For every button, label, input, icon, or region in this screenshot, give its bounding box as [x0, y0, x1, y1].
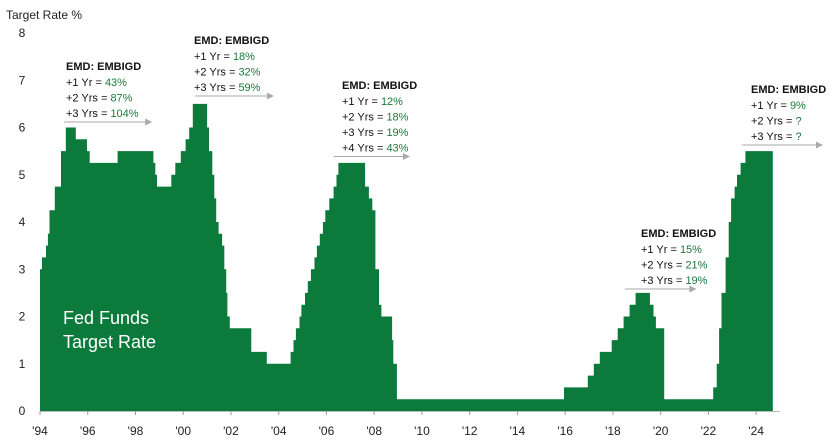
annotation-line-value: 21% [685, 260, 707, 272]
annotation-line: +1 Yr = 12% [342, 96, 403, 108]
annotation-line-label: +4 Yrs = [342, 143, 386, 155]
annotation-line-label: +2 Yrs = [342, 112, 386, 124]
annotation-line-label: +3 Yrs = [66, 108, 110, 120]
annotation-block: EMD: EMBIGD+1 Yr = 9%+2 Yrs = ?+3 Yrs = … [741, 84, 826, 149]
annotation-line-value: 12% [381, 96, 403, 108]
y-tick-label: 2 [19, 310, 26, 324]
annotation-title: EMD: EMBIGD [342, 80, 417, 92]
rate-area [40, 103, 773, 412]
x-tick-label: '22 [701, 424, 717, 438]
annotation-line-label: +2 Yrs = [194, 67, 238, 79]
annotation-line-value: 19% [685, 275, 707, 287]
annotation-title: EMD: EMBIGD [66, 61, 141, 73]
x-tick-label: '08 [366, 424, 382, 438]
y-tick-label: 7 [19, 73, 26, 87]
annotation-arrow-head [815, 141, 823, 149]
annotation-line: +2 Yrs = 32% [194, 67, 261, 79]
annotation-arrow-head [266, 92, 274, 100]
annotation-line: +3 Yrs = 19% [342, 127, 409, 139]
x-tick-label: '10 [414, 424, 430, 438]
x-tick-label: '04 [271, 424, 287, 438]
annotation-line-label: +3 Yrs = [751, 131, 795, 143]
annotation-line-label: +2 Yrs = [641, 260, 685, 272]
x-tick-label: '98 [128, 424, 144, 438]
annotation-line-value: 32% [238, 67, 260, 79]
annotation-line-value: ? [795, 131, 801, 143]
annotation-line-label: +2 Yrs = [66, 93, 110, 105]
annotation-line-label: +2 Yrs = [751, 116, 795, 128]
y-tick-label: 3 [19, 262, 26, 276]
annotation-line: +1 Yr = 9% [751, 100, 806, 112]
annotation-line-label: +3 Yrs = [641, 275, 685, 287]
annotation-arrow-head [145, 118, 153, 126]
x-tick-label: '06 [319, 424, 335, 438]
y-tick-label: 8 [19, 26, 26, 40]
annotation-line-label: +3 Yrs = [342, 127, 386, 139]
annotation-line: +2 Yrs = 87% [66, 93, 133, 105]
annotation-line-label: +1 Yr = [751, 100, 790, 112]
x-tick-label: '24 [748, 424, 764, 438]
annotation-block: EMD: EMBIGD+1 Yr = 12%+2 Yrs = 18%+3 Yrs… [333, 80, 417, 160]
x-tick-label: '02 [223, 424, 239, 438]
x-tick-label: '96 [80, 424, 96, 438]
annotation-line: +2 Yrs = 18% [342, 112, 409, 124]
y-tick-label: 6 [19, 121, 26, 135]
rate-area-path [40, 103, 773, 412]
annotation-line: +3 Yrs = 104% [66, 108, 139, 120]
annotation-block: EMD: EMBIGD+1 Yr = 18%+2 Yrs = 32%+3 Yrs… [194, 35, 274, 100]
annotation-title: EMD: EMBIGD [194, 35, 269, 47]
annotation-line: +1 Yr = 18% [194, 51, 255, 63]
y-tick-label: 4 [19, 215, 26, 229]
series-label-line: Fed Funds [63, 308, 149, 328]
x-tick-label: '00 [175, 424, 191, 438]
annotation-line: +4 Yrs = 43% [342, 143, 409, 155]
annotation-title: EMD: EMBIGD [641, 228, 716, 240]
annotation-line-value: 43% [105, 77, 127, 89]
annotation-line-value: ? [795, 116, 801, 128]
annotation-line-value: 104% [110, 108, 138, 120]
y-axis-ticks: 0 1 2 3 4 5 6 7 8 [19, 26, 26, 418]
annotation-line-label: +1 Yr = [194, 51, 233, 63]
y-tick-label: 5 [19, 168, 26, 182]
x-tick-label: '20 [653, 424, 669, 438]
annotation-line-value: 59% [238, 82, 260, 94]
annotation-line-label: +1 Yr = [342, 96, 381, 108]
annotation-line: +3 Yrs = ? [751, 131, 802, 143]
y-tick-label: 1 [19, 357, 26, 371]
annotation-line: +3 Yrs = 59% [194, 82, 261, 94]
annotation-block: EMD: EMBIGD+1 Yr = 43%+2 Yrs = 87%+3 Yrs… [63, 61, 153, 126]
annotation-line-value: 9% [790, 100, 806, 112]
annotation-line: +3 Yrs = 19% [641, 275, 708, 287]
annotation-line: +1 Yr = 15% [641, 244, 702, 256]
annotations: EMD: EMBIGD+1 Yr = 43%+2 Yrs = 87%+3 Yrs… [63, 35, 826, 293]
x-tick-label: '12 [462, 424, 478, 438]
series-label: Fed Funds Target Rate [63, 308, 156, 352]
x-tick-label: '14 [510, 424, 526, 438]
annotation-line-value: 43% [386, 143, 408, 155]
annotation-line-value: 18% [386, 112, 408, 124]
annotation-line-value: 15% [680, 244, 702, 256]
x-tick-label: '94 [32, 424, 48, 438]
x-axis: '94 '96 '98 '00 '02 '04 '06 '08 '10 '12 '14 '16 '18 '… [32, 411, 780, 438]
annotation-line-value: 18% [233, 51, 255, 63]
annotation-line: +1 Yr = 43% [66, 77, 127, 89]
annotation-arrow-head [689, 285, 697, 293]
annotation-line: +2 Yrs = 21% [641, 260, 708, 272]
x-tick-label: '18 [605, 424, 621, 438]
x-tick-label: '16 [557, 424, 573, 438]
annotation-block: EMD: EMBIGD+1 Yr = 15%+2 Yrs = 21%+3 Yrs… [624, 228, 716, 293]
series-label-line: Target Rate [63, 332, 156, 352]
annotation-line-value: 19% [386, 127, 408, 139]
annotation-line-value: 87% [110, 93, 132, 105]
y-tick-label: 0 [19, 404, 26, 418]
annotation-arrow-head [403, 153, 410, 160]
annotation-line-label: +1 Yr = [641, 244, 680, 256]
annotation-line-label: +1 Yr = [66, 77, 105, 89]
annotation-line: +2 Yrs = ? [751, 116, 802, 128]
y-axis-label: Target Rate % [6, 8, 82, 22]
annotation-line-label: +3 Yrs = [194, 82, 238, 94]
annotation-title: EMD: EMBIGD [751, 84, 826, 96]
